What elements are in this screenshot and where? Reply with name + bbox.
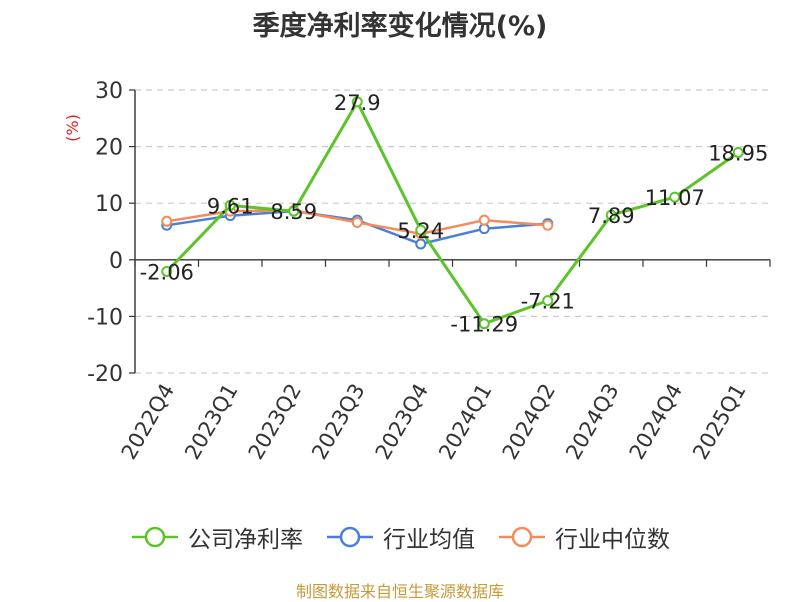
data-label: -11.29 [450, 313, 518, 337]
x-tick-label: 2024Q1 [434, 380, 496, 464]
data-point [542, 295, 554, 307]
data-point [351, 96, 363, 108]
data-point [161, 215, 173, 227]
x-tick-label: 2024Q3 [561, 380, 623, 464]
line-chart: -20 -10 0 10 20 30 (%) 2022Q4 2023Q1 2023Q2 2023Q3… [63, 79, 771, 464]
data-point [669, 191, 681, 203]
legend-label: 行业中位数 [555, 527, 670, 553]
data-label: 9.61 [207, 194, 254, 218]
y-axis-label: (%) [63, 114, 82, 142]
y-tick-label: 30 [95, 79, 123, 104]
legend-item[interactable]: 行业中位数 [497, 520, 670, 554]
x-tick-label: 2023Q2 [244, 380, 306, 464]
data-label: 27.9 [334, 91, 381, 115]
data-label: -2.06 [140, 260, 194, 284]
x-tick-label: 2023Q3 [307, 380, 369, 464]
legend-item[interactable]: 行业均值 [325, 520, 475, 554]
legend: 公司净利率 行业均值 行业中位数 [0, 520, 800, 554]
data-label: 8.59 [270, 200, 317, 224]
legend-label: 行业均值 [383, 527, 475, 553]
data-label: 7.89 [588, 204, 635, 228]
x-tick-label: 2024Q4 [625, 380, 687, 464]
data-point [415, 238, 427, 250]
x-tick-label: 2023Q4 [371, 380, 433, 464]
data-point [161, 265, 173, 277]
data-point [732, 147, 744, 159]
x-tick-label: 2022Q4 [117, 380, 179, 464]
legend-label: 公司净利率 [188, 527, 303, 553]
data-point [288, 205, 300, 217]
y-tick-label: 10 [95, 192, 123, 217]
data-point [478, 214, 490, 226]
y-tick-label: -10 [87, 305, 123, 330]
legend-marker-icon [132, 526, 178, 548]
data-point [224, 199, 236, 211]
data-point [478, 318, 490, 330]
data-point [542, 219, 554, 231]
y-tick-label: 20 [95, 136, 123, 161]
series-line [165, 100, 740, 326]
y-tick-label: -20 [87, 362, 123, 387]
x-tick-label: 2025Q1 [688, 380, 750, 464]
data-label: -7.21 [521, 290, 575, 314]
legend-item[interactable]: 公司净利率 [130, 520, 303, 554]
data-source-note: 制图数据来自恒生聚源数据库 [295, 582, 504, 601]
data-point [605, 209, 617, 221]
x-tick-label: 2024Q2 [498, 380, 560, 464]
legend-marker-icon [499, 526, 545, 548]
legend-marker-icon [327, 526, 373, 548]
data-point [415, 224, 427, 236]
x-tick-label: 2023Q1 [180, 380, 242, 464]
data-label: 18.95 [708, 142, 768, 166]
chart-title: 季度净利率变化情况(%) [252, 11, 548, 42]
data-label: 11.07 [645, 186, 705, 210]
y-tick-label: 0 [109, 249, 123, 274]
data-point [351, 216, 363, 228]
data-label: 5.24 [397, 219, 444, 243]
